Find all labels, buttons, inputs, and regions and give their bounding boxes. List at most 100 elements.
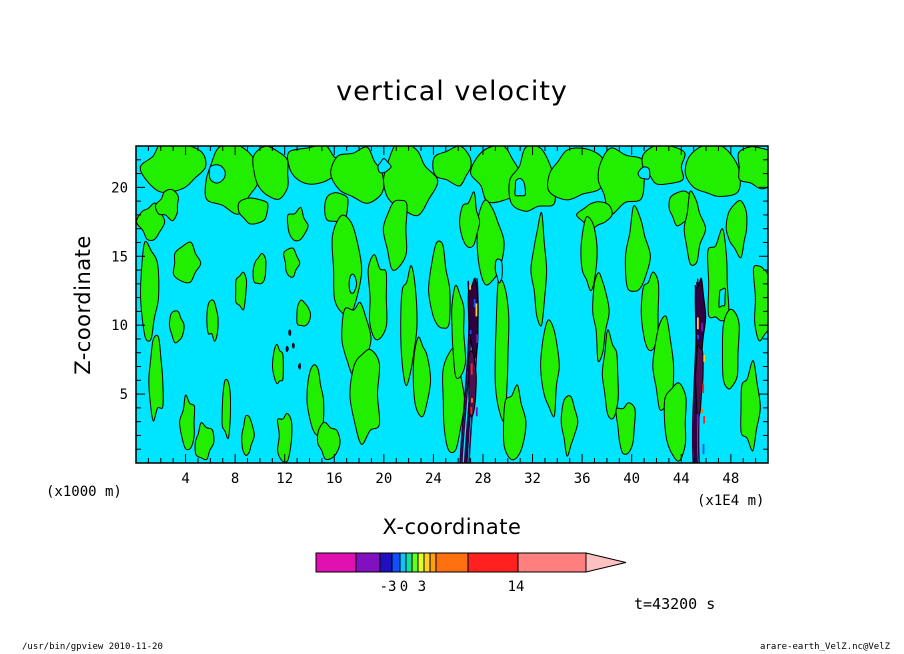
colorbar-segment-10 xyxy=(435,552,469,573)
positive-patch-13 xyxy=(737,146,768,190)
colorbar: -3 0 3 14 xyxy=(315,552,627,595)
footer-right: arare-earth_VelZ.nc@VelZ xyxy=(760,642,891,652)
y-tick-label-15: 15 xyxy=(111,249,128,265)
negative-hole-4 xyxy=(348,273,358,294)
positive-patch-53 xyxy=(179,394,196,451)
positive-patch-56 xyxy=(221,378,232,440)
x-tick-label-16: 16 xyxy=(326,471,343,487)
positive-patch-59 xyxy=(276,412,293,463)
colorbar-segment-9 xyxy=(429,552,437,573)
colorbar-segment-2 xyxy=(379,552,393,573)
positive-patch-63 xyxy=(241,414,255,456)
positive-patch-60 xyxy=(296,299,312,327)
chart-title: vertical velocity xyxy=(336,76,568,107)
positive-patch-38 xyxy=(601,329,619,420)
colorbar-arrow xyxy=(585,552,627,573)
positive-patch-39 xyxy=(615,402,636,455)
positive-patch-14 xyxy=(237,197,269,225)
x-tick-label-28: 28 xyxy=(475,471,492,487)
x-tick-label-20: 20 xyxy=(375,471,392,487)
positive-patch-11 xyxy=(641,146,686,186)
colorbar-segment-5 xyxy=(405,552,413,573)
positive-patch-46 xyxy=(721,308,740,390)
colorbar-segment-11 xyxy=(467,552,519,573)
positive-patch-12 xyxy=(684,146,741,198)
x-tick-label-8: 8 xyxy=(231,471,239,487)
y-axis-label: Z-coordinate xyxy=(71,235,95,375)
positive-patch-10 xyxy=(597,147,646,216)
speck-0 xyxy=(288,329,292,336)
positive-patch-37 xyxy=(592,272,610,363)
positive-patch-35 xyxy=(560,395,579,457)
positive-patch-40 xyxy=(624,205,651,292)
y-tick-label-10: 10 xyxy=(111,318,128,334)
positive-patch-67 xyxy=(235,271,248,311)
positive-patch-54 xyxy=(194,422,215,461)
positive-patch-36 xyxy=(580,216,598,292)
x-tick-label-12: 12 xyxy=(276,471,293,487)
y-tick-label-20: 20 xyxy=(111,180,128,196)
negative-hole-1 xyxy=(377,158,392,174)
colorbar-segment-8 xyxy=(423,552,431,573)
positive-patch-55 xyxy=(206,299,219,342)
x-tick-label-40: 40 xyxy=(623,471,640,487)
positive-patch-32 xyxy=(502,384,527,461)
convective-core-2 xyxy=(691,277,707,463)
positive-patch-47 xyxy=(740,360,761,452)
positive-patch-2 xyxy=(252,146,289,200)
x-tick-label-44: 44 xyxy=(673,471,690,487)
colorbar-segment-12 xyxy=(517,552,587,573)
positive-patch-34 xyxy=(540,319,560,418)
positive-patch-25 xyxy=(400,265,418,387)
positive-patch-58 xyxy=(271,343,284,385)
positive-patch-44 xyxy=(683,190,707,266)
y-tick-label-5: 5 xyxy=(120,387,128,403)
x-tick-label-4: 4 xyxy=(181,471,189,487)
positive-patch-4 xyxy=(330,146,385,204)
positive-patch-48 xyxy=(752,264,768,342)
colorbar-label-0: 0 xyxy=(400,579,408,595)
negative-hole-6 xyxy=(718,287,726,308)
positive-patch-7 xyxy=(470,146,522,204)
x-axis-label: X-coordinate xyxy=(382,515,522,539)
x-tick-label-36: 36 xyxy=(574,471,591,487)
negative-hole-5 xyxy=(494,258,503,284)
x-tick-label-48: 48 xyxy=(722,471,739,487)
colorbar-segment-7 xyxy=(417,552,425,573)
colorbar-segment-4 xyxy=(399,552,407,573)
negative-hole-0 xyxy=(208,164,226,184)
positive-patch-62 xyxy=(316,421,341,461)
positive-patch-27 xyxy=(428,240,451,329)
positive-patch-57 xyxy=(252,252,267,285)
positive-patch-66 xyxy=(168,310,185,344)
positive-patch-9 xyxy=(547,147,608,201)
positive-patch-23 xyxy=(367,254,388,341)
plot-frame xyxy=(135,145,769,464)
positive-patch-22 xyxy=(349,348,381,445)
positive-patch-49 xyxy=(458,191,481,249)
footer-left: /usr/bin/gpview 2010-11-20 xyxy=(22,642,163,652)
colorbar-segment-3 xyxy=(391,552,401,573)
positive-patch-52 xyxy=(172,241,202,284)
positive-patch-5 xyxy=(382,146,439,217)
positive-patch-65 xyxy=(286,206,309,242)
speck-1 xyxy=(291,342,295,349)
x-tick-label-32: 32 xyxy=(524,471,541,487)
x-unit-right: (x1E4 m) xyxy=(697,493,765,509)
colorbar-label-14: 14 xyxy=(508,579,525,595)
positive-patch-68 xyxy=(283,247,301,278)
colorbar-segment-1 xyxy=(355,552,381,573)
colorbar-label-neg3: -3 xyxy=(380,579,397,595)
convective-core-1 xyxy=(459,277,479,463)
positive-patch-51 xyxy=(148,334,164,422)
positive-patch-64 xyxy=(154,188,179,222)
positive-patch-24 xyxy=(382,199,408,271)
speck-3 xyxy=(297,362,301,370)
negative-hole-2 xyxy=(514,177,526,197)
colorbar-label-3: 3 xyxy=(418,579,426,595)
x-tick-label-24: 24 xyxy=(425,471,442,487)
positive-patch-29 xyxy=(451,284,467,379)
plot-area xyxy=(136,146,768,463)
